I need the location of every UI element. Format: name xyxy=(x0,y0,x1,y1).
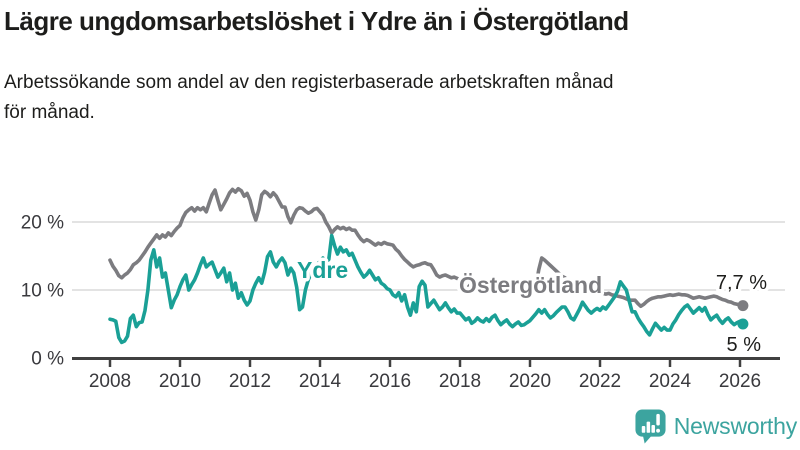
newsworthy-logo: Newsworthy xyxy=(634,407,797,445)
x-axis-tick-label: 2024 xyxy=(649,371,692,392)
end-value-label-ydre: 5 % xyxy=(727,334,762,356)
end-dot-ostergotland xyxy=(737,300,749,312)
y-axis-tick-label: 10 % xyxy=(21,281,64,302)
series-end-dots xyxy=(737,300,749,330)
chart-subtitle-line-1: Arbetssökande som andel av den registerb… xyxy=(4,72,614,93)
newsworthy-logo-text: Newsworthy xyxy=(673,412,797,439)
y-axis-tick-label: 20 % xyxy=(21,213,64,234)
x-axis-tick-label: 2018 xyxy=(439,371,481,392)
x-axis-labels: 2008 2010 2012 2014 2016 2018 2020 2022 2024 2026 xyxy=(89,371,761,392)
series-path-ostergotland xyxy=(108,186,745,309)
x-axis xyxy=(72,357,780,367)
series-label-ydre: Ydre xyxy=(297,257,348,283)
series-lines xyxy=(108,186,745,345)
x-axis-tick-label: 2012 xyxy=(229,371,271,392)
x-axis-tick-label: 2008 xyxy=(89,371,131,392)
x-axis-tick-label: 2022 xyxy=(579,371,621,392)
series-path-ydre xyxy=(108,233,745,345)
x-axis-tick-label: 2016 xyxy=(369,371,411,392)
gridlines xyxy=(72,221,785,291)
chart-title: Lägre ungdomsarbetslöshet i Ydre än i Ös… xyxy=(4,6,629,36)
x-axis-tick-label: 2014 xyxy=(299,371,342,392)
x-axis-tick-label: 2010 xyxy=(159,371,201,392)
y-axis-tick-label: 0 % xyxy=(31,349,64,370)
chart-subtitle-line-2: för månad. xyxy=(4,102,95,123)
speech-bubble-bar-chart-icon xyxy=(635,409,666,444)
chart-subtitle: Arbetssökande som andel av den registerb… xyxy=(4,68,784,128)
end-dot-ydre xyxy=(737,318,749,330)
x-axis-tick-label: 2026 xyxy=(719,371,761,392)
y-axis-labels: 0 % 10 % 20 % xyxy=(21,213,64,370)
series-label-ostergotland: Östergötland xyxy=(459,272,602,298)
x-axis-tick-label: 2020 xyxy=(509,371,551,392)
end-value-label-ostergotland: 7,7 % xyxy=(716,272,767,294)
